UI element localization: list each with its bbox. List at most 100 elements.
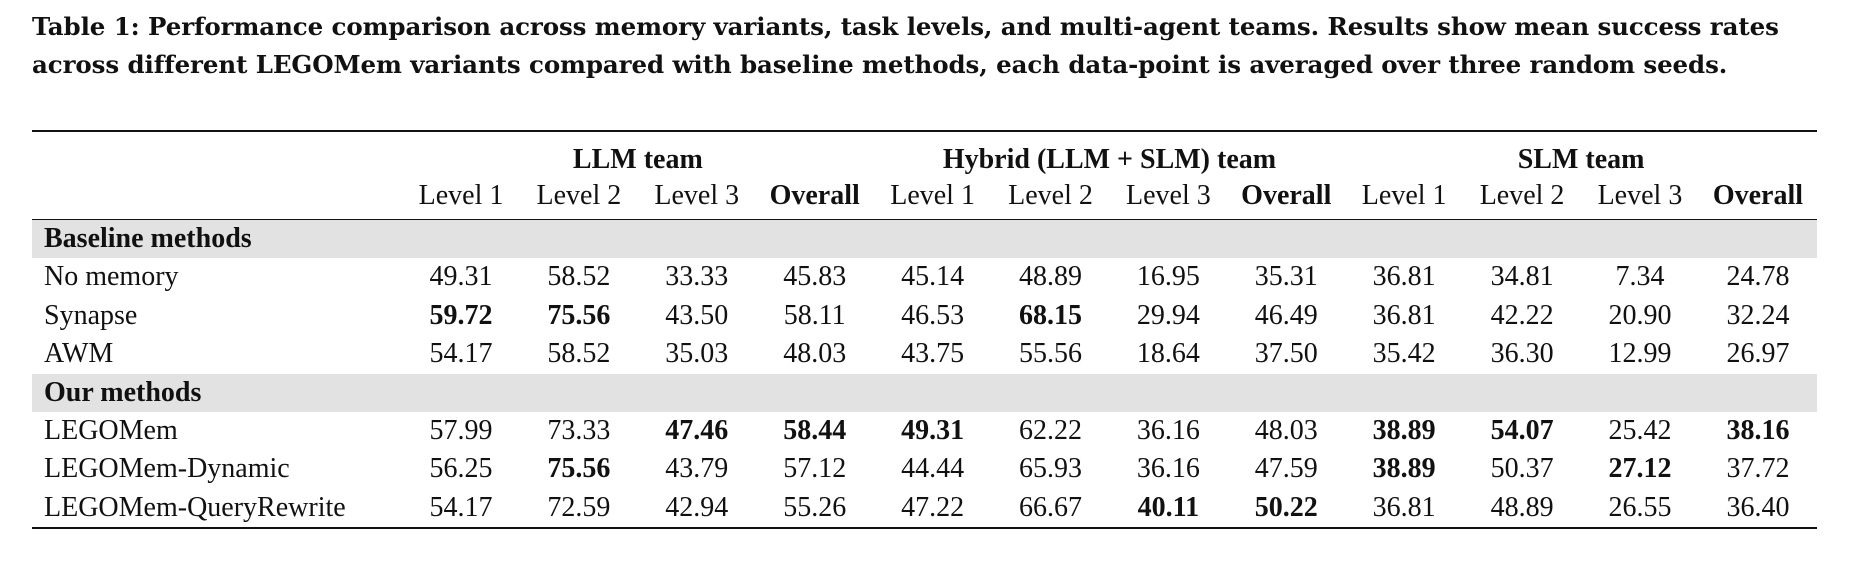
method-name: No memory — [44, 261, 179, 293]
table-cell: 50.37 — [1490, 453, 1554, 485]
column-header-row: Level 1 Level 2 Level 3 Overall Level 1 … — [32, 176, 1817, 220]
header-blank — [32, 130, 403, 176]
results-table-container: LLM team Hybrid (LLM + SLM) team SLM tea… — [32, 130, 1817, 529]
group-header-slm: SLM team — [1345, 130, 1817, 176]
table-cell: 54.17 — [429, 338, 493, 370]
table-cell: 75.56 — [547, 453, 611, 485]
table-cell: 55.56 — [1018, 338, 1082, 370]
group-header-llm: LLM team — [402, 130, 874, 176]
table-cell: 48.03 — [783, 338, 847, 370]
table-cell: 37.50 — [1254, 338, 1318, 370]
section-title: Our methods — [32, 373, 1817, 412]
table-cell: 47.46 — [665, 414, 729, 446]
table-cell: 56.25 — [429, 453, 493, 485]
table-cell: 26.97 — [1726, 338, 1790, 370]
group-header-row: LLM team Hybrid (LLM + SLM) team SLM tea… — [32, 130, 1817, 176]
table-cell: 42.22 — [1490, 299, 1554, 331]
table-cell: 38.89 — [1372, 414, 1436, 446]
section-title: Baseline methods — [32, 219, 1817, 258]
table-cell: 25.42 — [1608, 414, 1672, 446]
table-cell: 27.12 — [1608, 453, 1672, 485]
table-row: AWM 54.17 58.52 35.03 48.03 43.75 55.56 18.64 37… — [32, 335, 1817, 374]
table-cell: 16.95 — [1136, 261, 1200, 293]
table-cell: 43.50 — [665, 299, 729, 331]
table-cell: 40.11 — [1109, 488, 1228, 529]
table-cell: 32.24 — [1726, 299, 1790, 331]
table-cell: 18.64 — [1136, 338, 1200, 370]
table-cell: 47.22 — [873, 488, 992, 529]
column-header-overall: Overall — [755, 176, 874, 220]
table-cell: 7.34 — [1615, 261, 1665, 293]
method-name: AWM — [44, 338, 114, 370]
table-cell: 45.83 — [783, 261, 847, 293]
table-cell: 24.78 — [1726, 261, 1790, 293]
table-row: Synapse 59.72 75.56 43.50 58.11 46.53 68.15 29.… — [32, 297, 1817, 336]
table-cell: 36.40 — [1698, 488, 1817, 529]
table-cell: 48.89 — [1018, 261, 1082, 293]
caption-line-2: across different LEGOMem variants compar… — [32, 50, 1728, 79]
table-cell: 43.79 — [665, 453, 729, 485]
section-header-row: Baseline methods — [32, 219, 1817, 258]
table-cell: 20.90 — [1608, 299, 1672, 331]
table-cell: 43.75 — [901, 338, 965, 370]
table-cell: 58.44 — [783, 414, 847, 446]
table-cell: 34.81 — [1490, 261, 1554, 293]
table-cell: 33.33 — [665, 261, 729, 293]
caption-line-1: Table 1: Performance comparison across m… — [32, 12, 1779, 41]
column-header: Level 1 — [402, 176, 520, 220]
table-cell: 26.55 — [1581, 488, 1699, 529]
column-header: Level 2 — [991, 176, 1110, 220]
table-cell: 44.44 — [901, 453, 965, 485]
table-cell: 48.03 — [1254, 414, 1318, 446]
table-cell: 46.49 — [1254, 299, 1318, 331]
table-cell: 36.81 — [1372, 299, 1436, 331]
table-cell: 36.30 — [1490, 338, 1554, 370]
table-cell: 72.59 — [519, 488, 638, 529]
table-cell: 55.26 — [755, 488, 874, 529]
table-cell: 62.22 — [1018, 414, 1082, 446]
table-cell: 36.16 — [1136, 453, 1200, 485]
column-header: Level 3 — [1109, 176, 1228, 220]
column-header: Level 2 — [1463, 176, 1582, 220]
table-cell: 57.99 — [429, 414, 493, 446]
table-cell: 36.81 — [1345, 488, 1464, 529]
table-cell: 47.59 — [1254, 453, 1318, 485]
table-cell: 38.16 — [1726, 414, 1790, 446]
table-cell: 35.03 — [665, 338, 729, 370]
header-blank — [32, 176, 403, 220]
table-caption: Table 1: Performance comparison across m… — [32, 8, 1822, 84]
table-row: LEGOMem-Dynamic 56.25 75.56 43.79 57.12 44.44… — [32, 450, 1817, 489]
table-cell: 58.52 — [547, 261, 611, 293]
table-cell: 68.15 — [1018, 299, 1082, 331]
table-body: Baseline methods No memory 49.31 58.52 33.33… — [32, 219, 1817, 529]
table-cell: 58.11 — [783, 299, 846, 331]
table-cell: 38.89 — [1372, 453, 1436, 485]
table-cell: 42.94 — [637, 488, 756, 529]
table-cell: 59.72 — [429, 299, 493, 331]
table-cell: 46.53 — [901, 299, 965, 331]
group-header-hybrid: Hybrid (LLM + SLM) team — [873, 130, 1346, 176]
table-cell: 58.52 — [547, 338, 611, 370]
table-cell: 65.93 — [1018, 453, 1082, 485]
column-header: Level 1 — [873, 176, 992, 220]
table-cell: 36.81 — [1372, 261, 1436, 293]
method-name: Synapse — [44, 299, 138, 331]
table-cell: 48.89 — [1463, 488, 1582, 529]
table-cell: 75.56 — [547, 299, 611, 331]
section-header-row: Our methods — [32, 373, 1817, 412]
column-header: Level 3 — [637, 176, 756, 220]
table-cell: 36.16 — [1136, 414, 1200, 446]
column-header: Level 1 — [1345, 176, 1464, 220]
table-cell: 12.99 — [1608, 338, 1672, 370]
table-cell: 66.67 — [991, 488, 1110, 529]
method-name: LEGOMem-QueryRewrite — [32, 488, 403, 529]
table-row: No memory 49.31 58.52 33.33 45.83 45.14 48.89 1… — [32, 258, 1817, 297]
table-cell: 54.07 — [1490, 414, 1554, 446]
table-cell: 45.14 — [901, 261, 965, 293]
table-cell: 49.31 — [901, 414, 965, 446]
method-name: LEGOMem — [44, 414, 178, 446]
table-cell: 73.33 — [547, 414, 611, 446]
column-header: Level 3 — [1581, 176, 1699, 220]
table-cell: 54.17 — [402, 488, 520, 529]
column-header: Level 2 — [519, 176, 638, 220]
